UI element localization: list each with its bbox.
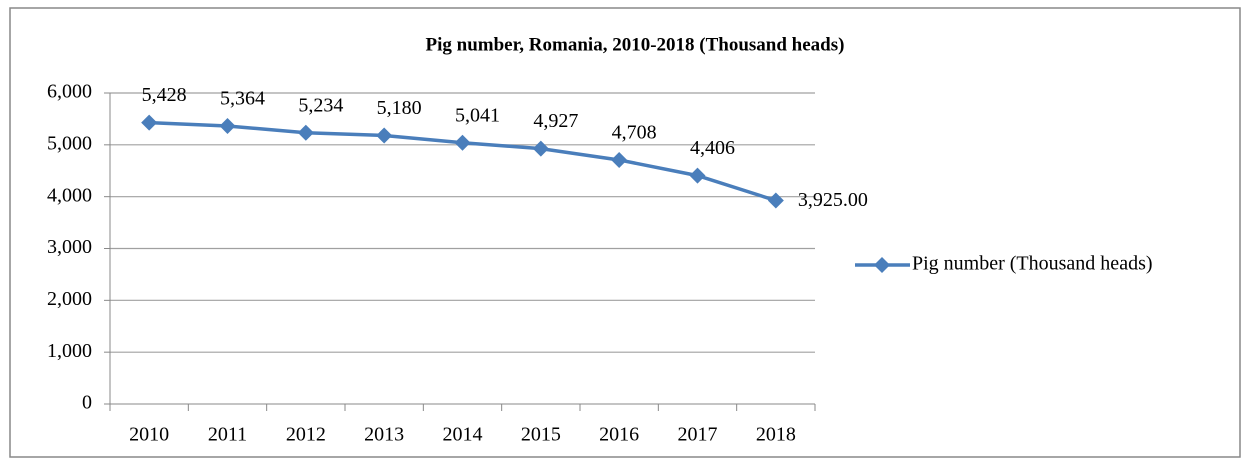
x-tick-label: 2018 [756,424,796,446]
x-tick-label: 2017 [678,424,718,446]
x-tick-label: 2013 [364,424,404,446]
x-tick-label: 2014 [443,424,483,446]
marker [532,140,549,157]
marker [689,167,706,184]
data-label: 4,708 [612,122,657,144]
data-label: 5,428 [142,84,187,106]
data-label: 5,234 [298,94,343,116]
marker [376,127,393,144]
data-label: 4,927 [533,110,578,132]
marker [297,124,314,141]
data-label: 3,925.00 [798,189,868,211]
y-tick-label: 1,000 [47,340,92,362]
y-tick-label: 3,000 [47,236,92,258]
y-tick-label: 4,000 [47,184,92,206]
data-label: 5,041 [455,104,500,126]
y-tick-label: 0 [82,392,92,414]
chart-title: Pig number, Romania, 2010-2018 (Thousand… [426,34,845,55]
y-tick-label: 6,000 [47,81,92,103]
marker [454,134,471,151]
data-label: 5,180 [377,97,422,119]
marker [767,192,784,209]
data-label: 4,406 [690,137,735,159]
legend-label: Pig number (Thousand heads) [912,253,1153,275]
chart-frame [9,7,1241,458]
legend-marker [874,257,890,273]
x-tick-label: 2012 [286,424,326,446]
x-tick-label: 2015 [521,424,561,446]
marker [611,151,628,168]
y-tick-label: 2,000 [47,288,92,310]
y-tick-label: 5,000 [47,132,92,154]
x-tick-label: 2011 [208,424,247,446]
marker [219,117,236,134]
x-tick-label: 2010 [129,424,169,446]
data-label: 5,364 [220,88,265,110]
marker [141,114,158,131]
x-tick-label: 2016 [599,424,639,446]
